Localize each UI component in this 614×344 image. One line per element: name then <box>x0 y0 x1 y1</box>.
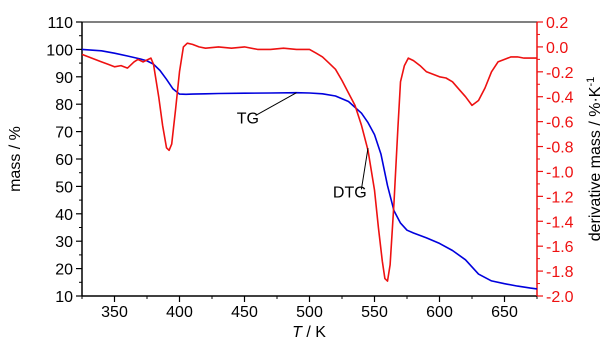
right-tick-label: -1.0 <box>546 164 574 181</box>
right-tick-label: -1.8 <box>546 264 574 281</box>
left-tick-label: 40 <box>55 207 73 224</box>
left-axis-ticks: 10 20 30 40 50 60 70 80 90 100 110 <box>46 15 82 306</box>
left-tick-label: 20 <box>55 262 73 279</box>
x-tick-label: 400 <box>166 304 193 321</box>
right-tick-label: -0.6 <box>546 115 574 132</box>
series-layer <box>81 42 538 290</box>
x-tick-label: 650 <box>491 304 518 321</box>
left-tick-label: 80 <box>55 97 73 114</box>
left-axis-title: mass / % <box>7 126 24 192</box>
right-tick-label: -0.2 <box>546 65 574 82</box>
left-tick-label: 100 <box>46 42 73 59</box>
right-tick-label: -0.4 <box>546 90 574 107</box>
x-axis-ticks: 350 400 450 500 550 600 650 <box>81 296 538 321</box>
series-line-tg <box>81 48 538 290</box>
annotation-tg: TG <box>237 110 259 127</box>
left-tick-label: 70 <box>55 125 73 142</box>
left-tick-label: 60 <box>55 152 73 169</box>
right-axis-title: derivative mass / %·K-1 <box>585 77 604 242</box>
right-tick-label: -1.6 <box>546 239 574 256</box>
x-axis-title: T / K <box>292 324 326 341</box>
x-tick-label: 450 <box>231 304 258 321</box>
right-tick-label: -2.0 <box>546 289 574 306</box>
annotation-leader-tg <box>255 92 297 116</box>
left-tick-label: 30 <box>55 234 73 251</box>
right-tick-label: -1.4 <box>546 214 574 231</box>
x-tick-label: 350 <box>101 304 128 321</box>
right-tick-label: -1.2 <box>546 189 574 206</box>
annotation-dtg: DTG <box>333 184 367 201</box>
left-tick-label: 110 <box>47 15 73 32</box>
left-tick-label: 50 <box>55 179 73 196</box>
left-tick-label: 90 <box>55 70 73 87</box>
right-axis-ticks: 0.2 0.0 -0.2 -0.4 -0.6 -0.8 -1.0 -1.2 -1.4 -1.6 -1… <box>537 15 574 306</box>
annotation-leader-dtg <box>360 147 369 190</box>
series-line-dtg <box>81 42 537 282</box>
x-tick-label: 550 <box>361 304 388 321</box>
right-tick-label: 0.0 <box>546 40 568 57</box>
x-tick-label: 500 <box>296 304 323 321</box>
right-tick-label: -0.8 <box>546 140 574 157</box>
left-tick-label: 10 <box>55 289 73 306</box>
annotation-layer: TG DTG <box>237 92 369 201</box>
right-tick-label: 0.2 <box>546 15 568 32</box>
x-tick-label: 600 <box>426 304 453 321</box>
